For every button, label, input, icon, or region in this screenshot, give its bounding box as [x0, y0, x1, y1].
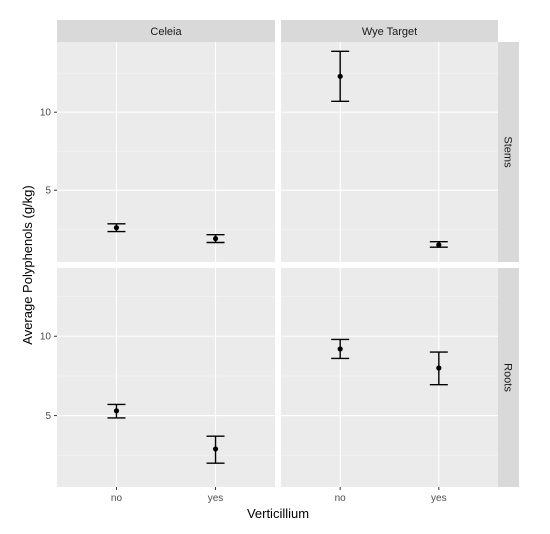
panel-background	[281, 42, 498, 262]
panel-background	[57, 42, 275, 262]
axes-layer: 5 10 5 10 no yes no yes	[40, 108, 447, 504]
x-tick-label: yes	[431, 493, 447, 504]
data-point	[113, 225, 120, 231]
data-point	[337, 73, 343, 79]
panel-background	[57, 268, 275, 487]
data-point	[212, 235, 219, 242]
data-point	[113, 408, 120, 414]
y-tick-label: 10	[40, 108, 52, 119]
column-strip-label: Wye Target	[362, 26, 417, 38]
x-axis-title: Verticillium	[247, 506, 309, 521]
column-strip	[57, 20, 275, 42]
row-strip-label: Roots	[502, 363, 514, 392]
x-tick-label: no	[335, 493, 347, 504]
row-strip	[498, 268, 519, 487]
row-strip-label: Stems	[502, 136, 514, 168]
y-tick-label: 5	[45, 186, 51, 197]
y-axis-title: Average Polyphenols (g/kg)	[20, 185, 35, 344]
y-tick-label: 10	[40, 332, 52, 343]
panel-data-group	[331, 50, 448, 248]
y-tick-label: 5	[45, 411, 51, 422]
data-point	[212, 446, 219, 452]
data-point	[337, 346, 343, 352]
panel-background	[281, 268, 498, 487]
column-strip-label: Celeia	[150, 26, 182, 38]
panels-layer	[57, 42, 498, 487]
strip-labels-layer: Celeia Wye Target Stems Roots	[57, 20, 519, 487]
panel-data-group	[107, 403, 225, 464]
column-strip	[281, 20, 498, 42]
row-strip	[498, 42, 519, 262]
x-tick-label: yes	[208, 493, 224, 504]
data-point	[436, 365, 442, 371]
panel-data-group	[331, 338, 448, 386]
panel-data-group	[107, 223, 225, 244]
x-tick-label: no	[111, 493, 123, 504]
data-point	[436, 242, 442, 248]
